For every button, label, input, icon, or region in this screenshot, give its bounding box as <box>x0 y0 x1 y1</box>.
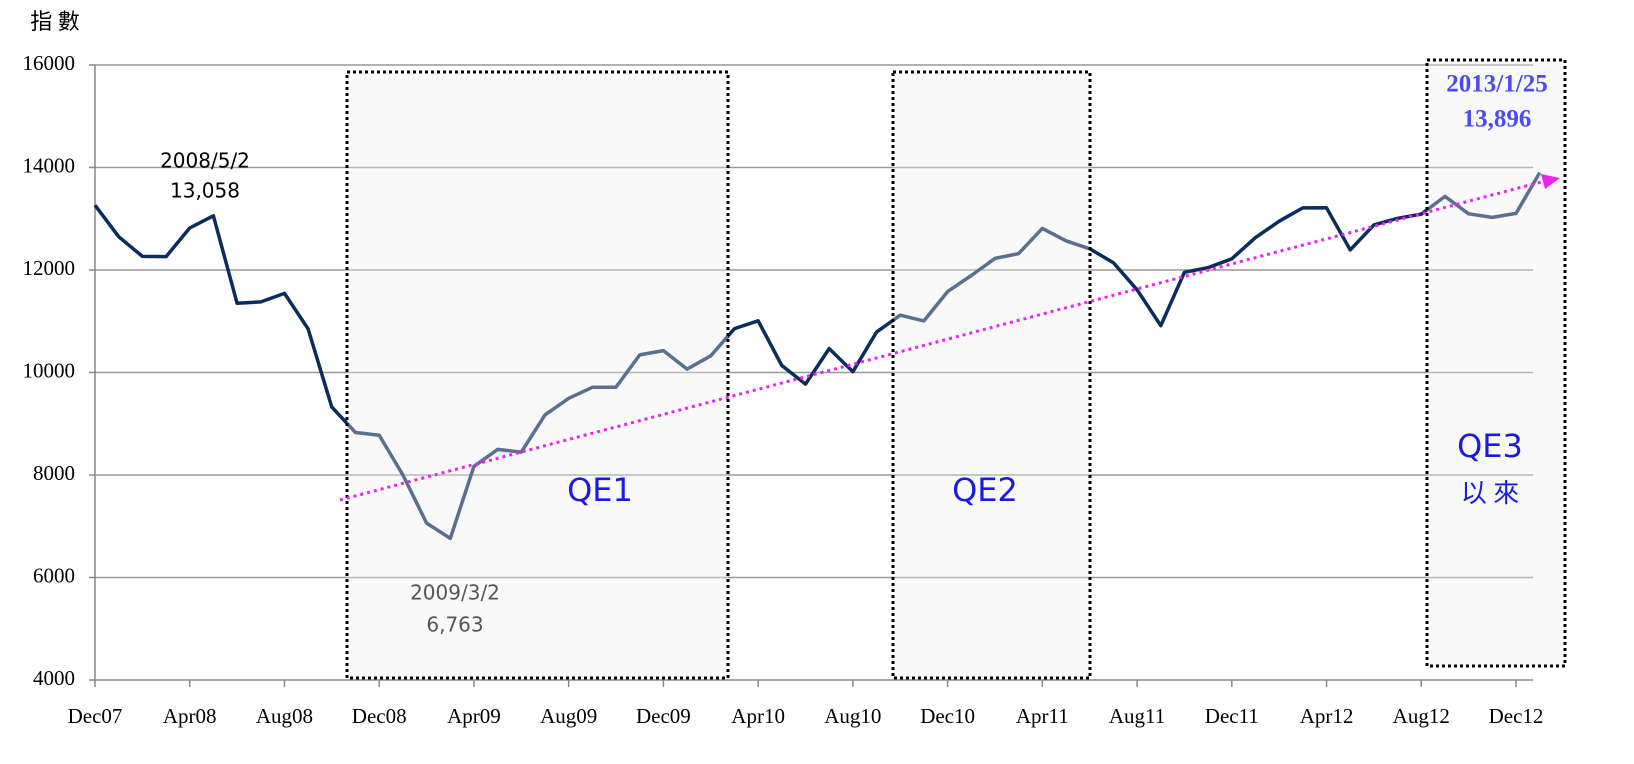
annotation: QE2 <box>952 471 1018 509</box>
x-tick-label: Apr09 <box>447 704 501 728</box>
annotation: 6,763 <box>426 613 483 637</box>
qe-period-box <box>345 70 730 680</box>
y-axis-label: 指 數 <box>30 9 80 34</box>
trend-line <box>339 179 1546 502</box>
y-tick-label: 4000 <box>33 666 75 690</box>
x-tick-label: Aug09 <box>540 704 597 728</box>
x-tick-label: Dec09 <box>636 704 691 728</box>
x-tick-label: Aug11 <box>1109 704 1165 728</box>
y-tick-label: 8000 <box>33 461 75 485</box>
x-tick-label: Apr10 <box>731 704 785 728</box>
x-tick-label: Aug10 <box>824 704 881 728</box>
x-tick-label: Aug12 <box>1393 704 1450 728</box>
annotation: QE1 <box>567 471 633 509</box>
x-tick-label: Apr11 <box>1016 704 1069 728</box>
annotation: 13,896 <box>1463 106 1532 133</box>
annotation: 以 來 <box>1461 479 1520 508</box>
x-tick-label: Apr12 <box>1300 704 1354 728</box>
annotation: 2008/5/2 <box>160 149 250 173</box>
qe-period-box <box>1425 58 1567 668</box>
x-tick-label: Dec12 <box>1489 704 1544 728</box>
trend-arrow-head <box>1541 174 1560 189</box>
x-tick-label: Dec11 <box>1205 704 1259 728</box>
y-tick-label: 16000 <box>23 51 76 75</box>
y-tick-label: 14000 <box>23 153 76 177</box>
y-tick-label: 12000 <box>23 256 76 280</box>
annotation: QE3 <box>1457 427 1523 465</box>
index-line <box>93 171 1542 541</box>
y-tick-label: 6000 <box>33 563 75 587</box>
annotation: 13,058 <box>170 179 240 203</box>
x-tick-label: Aug08 <box>256 704 313 728</box>
x-tick-label: Dec10 <box>920 704 975 728</box>
x-tick-label: Apr08 <box>163 704 217 728</box>
y-tick-label: 10000 <box>23 358 76 382</box>
qe-period-box <box>891 70 1092 680</box>
x-tick-label: Dec07 <box>68 704 123 728</box>
x-tick-label: Dec08 <box>352 704 407 728</box>
annotation: 2013/1/25 <box>1446 71 1547 98</box>
annotation: 2009/3/2 <box>410 581 500 605</box>
